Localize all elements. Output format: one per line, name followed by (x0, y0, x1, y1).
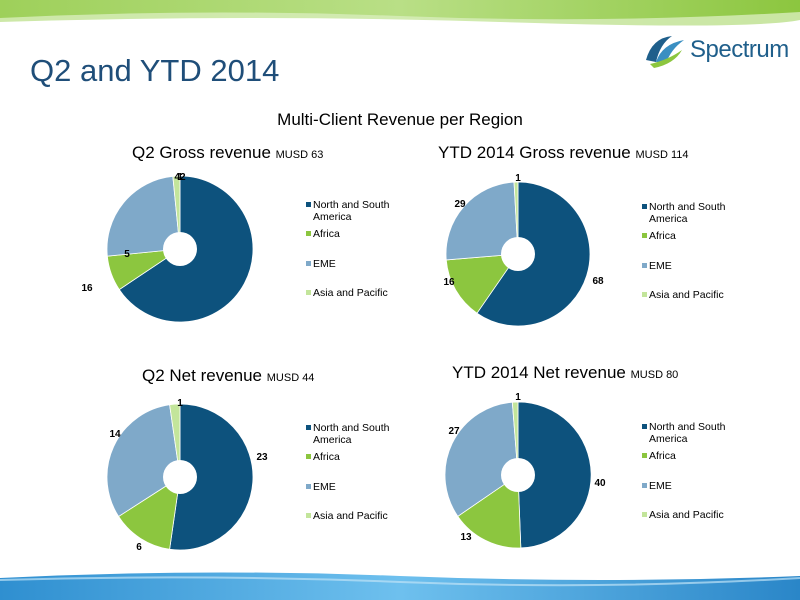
pie-slice-eme (106, 175, 181, 257)
legend-label: EME (313, 258, 336, 270)
pie-data-label-eme: 14 (109, 429, 121, 440)
legend-label: Africa (649, 230, 676, 242)
pie-slice-north-south-america (169, 403, 254, 551)
pie-slice-asia-pacific (169, 403, 181, 478)
pie-data-label-asia-pacific: 1 (177, 398, 183, 409)
legend-swatch (306, 484, 311, 489)
pie-data-label-north-south-america: 42 (174, 172, 186, 183)
legend-swatch (642, 263, 647, 268)
page-title: Q2 and YTD 2014 (30, 53, 280, 88)
legend-label: Africa (649, 450, 676, 462)
legend-label: EME (649, 260, 672, 272)
pie-slice-asia-pacific (172, 175, 181, 250)
ytd-net-revenue-pie: 40 13 27 1 (444, 392, 606, 549)
legend-label: North and South America (313, 422, 390, 446)
legend-label: North and South America (649, 201, 726, 225)
spectrum-logo-icon (646, 36, 684, 68)
chart-unit: MUSD 114 (635, 149, 689, 161)
legend-swatch (642, 453, 647, 458)
legend-label: EME (313, 481, 336, 493)
legend-label: Asia and Pacific (649, 509, 724, 521)
pie-data-label-asia-pacific: 1 (177, 172, 183, 183)
legend-swatch (306, 513, 311, 518)
legend-swatch (642, 424, 647, 429)
ytd-gross-revenue-panel: YTD 2014 Gross revenue MUSD 114 68 16 29 1 … (370, 143, 760, 353)
pie-center-hole (163, 460, 197, 494)
chart-unit: MUSD 44 (266, 372, 315, 384)
chart-unit: MUSD 80 (630, 369, 679, 381)
chart-title: YTD 2014 Gross revenue (438, 143, 631, 162)
legend-label: North and South America (649, 421, 726, 445)
bottom-decorative-band (0, 570, 800, 600)
ytd-gross-revenue-pie: 68 16 29 1 (443, 173, 604, 327)
pie-center-hole (501, 237, 535, 271)
pie-data-label-africa: 5 (124, 249, 130, 260)
legend-label: Africa (313, 228, 340, 240)
pie-data-label-asia-pacific: 1 (515, 173, 521, 184)
legend-label: Asia and Pacific (313, 510, 388, 522)
legend-label: Africa (313, 451, 340, 463)
legend-label: Asia and Pacific (649, 289, 724, 301)
legend-label: North and South America (313, 199, 390, 223)
top-decorative-band (0, 0, 800, 26)
pie-slice-africa (118, 476, 181, 550)
legend-label: Asia and Pacific (313, 287, 388, 299)
chart-title: YTD 2014 Net revenue (452, 363, 626, 382)
spectrum-logo: Spectrum (642, 30, 792, 70)
chart-title: Q2 Net revenue (142, 366, 263, 385)
legend-swatch (306, 231, 311, 236)
pie-data-label-north-south-america: 23 (256, 452, 268, 463)
pie-slice-north-south-america (517, 401, 592, 549)
q2-net-revenue-pie: 23 6 14 1 (106, 398, 268, 553)
spectrum-logo-text: Spectrum (690, 36, 789, 63)
legend-swatch (642, 204, 647, 209)
pie-data-label-africa: 13 (460, 532, 472, 543)
legend-swatch (306, 202, 311, 207)
legend-swatch (306, 290, 311, 295)
ytd-gross-revenue-title: YTD 2014 Gross revenue MUSD 114 (438, 143, 688, 163)
pie-data-label-eme: 29 (454, 199, 466, 210)
pie-slice-africa (445, 253, 519, 314)
ytd-net-revenue-title: YTD 2014 Net revenue MUSD 80 (452, 363, 678, 383)
legend-label: EME (649, 480, 672, 492)
q2-gross-revenue-title: Q2 Gross revenue MUSD 63 (132, 143, 323, 163)
pie-center-hole (163, 232, 197, 266)
pie-data-label-north-south-america: 40 (594, 478, 606, 489)
legend-swatch (642, 233, 647, 238)
legend-swatch (642, 292, 647, 297)
pie-slice-asia-pacific (511, 401, 519, 476)
chart-unit: MUSD 63 (275, 149, 324, 161)
pie-data-label-africa: 16 (443, 277, 455, 288)
chart-group-subtitle: Multi-Client Revenue per Region (277, 110, 523, 129)
q2-net-revenue-panel: Q2 Net revenue MUSD 44 23 6 14 1 North and … (30, 366, 420, 576)
pie-slice-asia-pacific (513, 181, 519, 255)
pie-slice-eme (444, 401, 519, 517)
legend-swatch (642, 512, 647, 517)
q2-gross-revenue-pie: 42 5 16 1 (81, 172, 254, 323)
legend-swatch (642, 483, 647, 488)
legend-swatch (306, 425, 311, 430)
pie-data-label-eme: 16 (81, 283, 93, 294)
pie-data-label-asia-pacific: 1 (515, 392, 521, 403)
pie-data-label-africa: 6 (136, 542, 142, 553)
pie-data-label-eme: 27 (448, 426, 460, 437)
legend-swatch (306, 261, 311, 266)
legend-swatch (306, 454, 311, 459)
q2-net-revenue-title: Q2 Net revenue MUSD 44 (142, 366, 314, 386)
chart-title: Q2 Gross revenue (132, 143, 271, 162)
pie-data-label-north-south-america: 68 (592, 276, 604, 287)
pie-slice-africa (457, 474, 522, 549)
pie-slice-eme (445, 181, 519, 261)
q2-gross-revenue-panel: Q2 Gross revenue MUSD 63 42 5 16 1 North an… (30, 143, 420, 353)
pie-center-hole (501, 458, 535, 492)
pie-slice-eme (106, 404, 181, 518)
ytd-net-revenue-panel: YTD 2014 Net revenue MUSD 80 40 13 27 1 Nor… (370, 363, 760, 573)
